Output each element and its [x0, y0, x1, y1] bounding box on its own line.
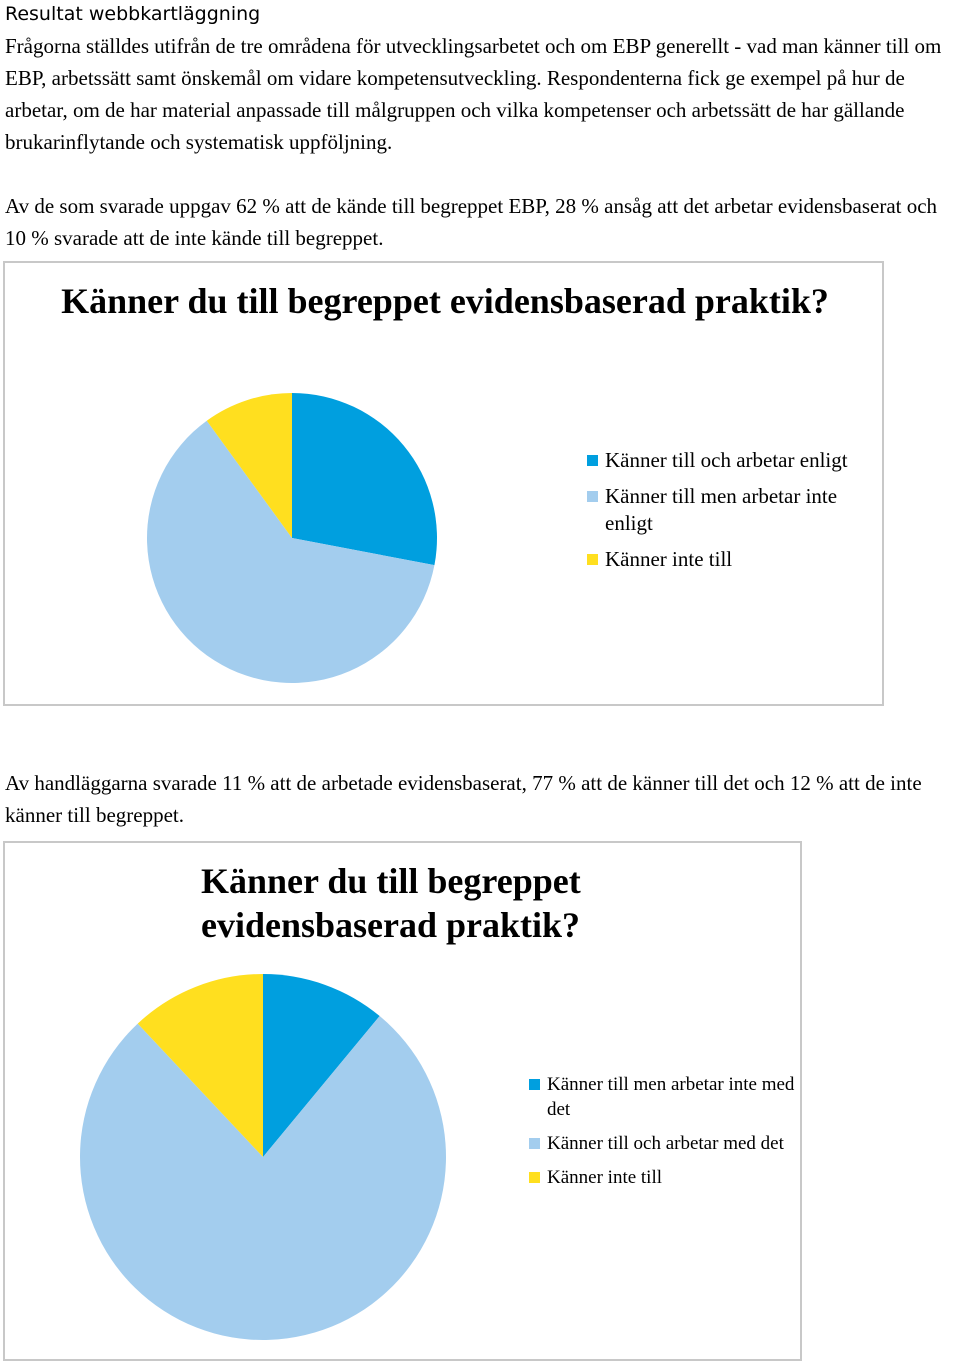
legend-label: Känner till men arbetar inte med det [547, 1074, 795, 1120]
pie-slice-2 [137, 974, 263, 1157]
pie-slice-0 [292, 393, 437, 566]
legend-2-item-2: Känner inte till [529, 1165, 799, 1190]
legend-swatch [587, 554, 598, 565]
pie-2-svg [80, 974, 447, 1341]
legend-label: Känner inte till [605, 547, 733, 571]
legend-swatch [529, 1079, 540, 1090]
legend-2-item-1: Känner till och arbetar med det [529, 1131, 799, 1156]
page-heading: Resultat webbkartläggning [5, 3, 261, 25]
chart-1-title: Känner du till begreppet evidensbaserad … [61, 281, 829, 321]
legend-1-item-2: Känner inte till [587, 546, 887, 573]
legend-label: Känner inte till [547, 1167, 663, 1188]
legend-swatch [529, 1172, 540, 1183]
legend-1-item-0: Känner till och arbetar enligt [587, 447, 887, 474]
legend-swatch [529, 1138, 540, 1149]
chart-2-legend: Känner till men arbetar inte med det Kän… [529, 1072, 799, 1199]
pie-slice-2 [206, 393, 292, 538]
legend-swatch [587, 455, 598, 466]
pie-1-svg [146, 393, 437, 683]
result-paragraph-2: Av handläggarna svarade 11 % att de arbe… [5, 771, 922, 827]
legend-label: Känner till men arbetar inte enligt [605, 484, 838, 535]
chart-2-title: Känner du till begreppet evidensbaserad … [201, 861, 581, 945]
legend-1-item-1: Känner till men arbetar inte enligt [587, 483, 887, 537]
legend-2-item-0: Känner till men arbetar inte med det [529, 1072, 799, 1122]
pie-slice-1 [146, 420, 435, 683]
pie-slice-0 [263, 974, 380, 1157]
intro-paragraph: Frågorna ställdes utifrån de tre områden… [5, 34, 942, 154]
pie-slice-1 [80, 1016, 447, 1341]
legend-label: Känner till och arbetar med det [547, 1133, 784, 1154]
legend-swatch [587, 491, 598, 502]
legend-label: Känner till och arbetar enligt [605, 448, 848, 472]
pie-chart-2: Känner du till begreppet evidensbaserad … [3, 841, 802, 1361]
chart-1-legend: Känner till och arbetar enligt Känner ti… [587, 447, 887, 582]
pie-chart-1: Känner du till begreppet evidensbaserad … [3, 261, 884, 706]
result-paragraph-1: Av de som svarade uppgav 62 % att de kän… [5, 194, 938, 250]
